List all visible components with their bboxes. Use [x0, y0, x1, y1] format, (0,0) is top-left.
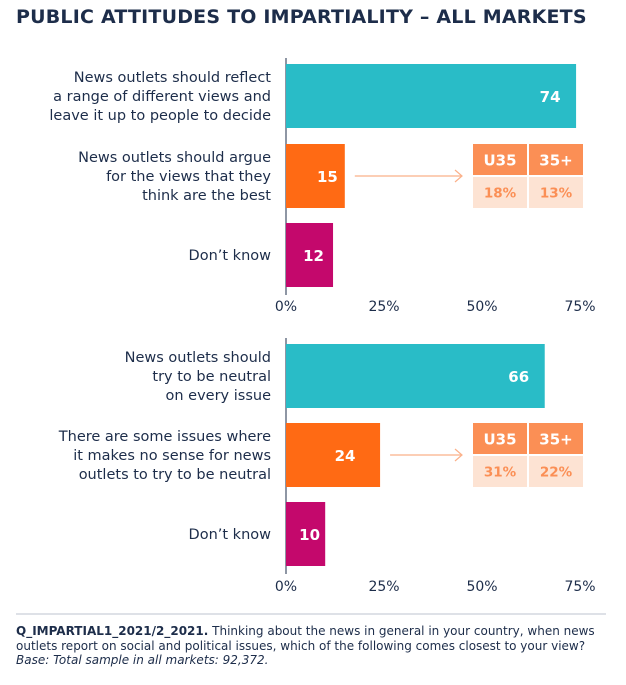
category-label: on every issue: [166, 388, 272, 404]
age-value-label: 13%: [540, 186, 573, 202]
category-label: try to be neutral: [152, 369, 271, 385]
bar-value-label: 74: [540, 88, 561, 106]
x-tick-label: 50%: [466, 299, 497, 315]
age-value-cell: [473, 456, 527, 487]
x-tick-label: 0%: [275, 579, 297, 595]
category-label: Don’t know: [189, 527, 272, 543]
x-tick-label: 75%: [564, 579, 595, 595]
bar-value-label: 66: [508, 368, 529, 386]
category-label: a range of different views and: [53, 89, 271, 105]
category-label: News outlets should reflect: [74, 70, 272, 86]
age-value-cell: [529, 177, 583, 208]
footnote-question-text: Thinking about the news in general in yo…: [16, 624, 595, 653]
chart-panel-neutrality: 66 News outlets should try to be neutral on…: [58, 338, 596, 595]
footnote-question-code: Q_IMPARTIAL1_2021/2_2021.: [16, 624, 209, 638]
category-label: it makes no sense for news: [73, 448, 271, 464]
x-tick-label: 0%: [275, 299, 297, 315]
category-label: leave it up to people to decide: [49, 108, 271, 124]
age-header-cell: [473, 144, 527, 175]
connector-arrow-icon: [454, 448, 463, 462]
chart-panel-impartiality: 74 News outlets should reflect a range of …: [49, 58, 596, 315]
bar-magenta: [286, 223, 334, 287]
bar-orange: [286, 423, 381, 487]
age-header-label: 35+: [539, 152, 572, 170]
age-value-cell: [529, 456, 583, 487]
age-value-label: 18%: [484, 186, 517, 202]
category-label: Don’t know: [189, 248, 272, 264]
age-value-label: 22%: [540, 465, 573, 481]
age-value-label: 31%: [484, 465, 517, 481]
age-header-cell: [473, 423, 527, 454]
x-tick-label: 25%: [368, 299, 399, 315]
age-header-cell: [529, 423, 583, 454]
x-tick-label: 25%: [368, 579, 399, 595]
age-value-cell: [473, 177, 527, 208]
bar-cyan: [286, 344, 545, 408]
category-label: There are some issues where: [58, 429, 271, 445]
bar-value-label: 24: [335, 447, 356, 465]
bar-value-label: 15: [317, 168, 338, 186]
x-tick-label: 50%: [466, 579, 497, 595]
bar-magenta: [286, 502, 326, 566]
category-label: News outlets should: [125, 350, 271, 366]
footnote: Q_IMPARTIAL1_2021/2_2021. Thinking about…: [16, 624, 616, 668]
footnote-base: Base: Total sample in all markets: 92,37…: [16, 653, 269, 667]
bar-orange: [286, 144, 345, 208]
charts-canvas: 74 News outlets should reflect a range of …: [16, 58, 606, 615]
chart-title: PUBLIC ATTITUDES TO IMPARTIALITY – ALL M…: [16, 6, 587, 28]
category-label: News outlets should argue: [78, 150, 271, 166]
bar-value-label: 10: [299, 526, 320, 544]
bar-value-label: 12: [303, 247, 324, 265]
age-header-cell: [529, 144, 583, 175]
age-header-label: U35: [483, 152, 516, 170]
age-header-label: U35: [483, 431, 516, 449]
category-label: think are the best: [142, 188, 271, 204]
category-label: for the views that they: [106, 169, 271, 185]
category-label: outlets to try to be neutral: [79, 467, 271, 483]
x-tick-label: 75%: [564, 299, 595, 315]
age-header-label: 35+: [539, 431, 572, 449]
connector-arrow-icon: [454, 169, 463, 183]
bar-cyan: [286, 64, 577, 128]
